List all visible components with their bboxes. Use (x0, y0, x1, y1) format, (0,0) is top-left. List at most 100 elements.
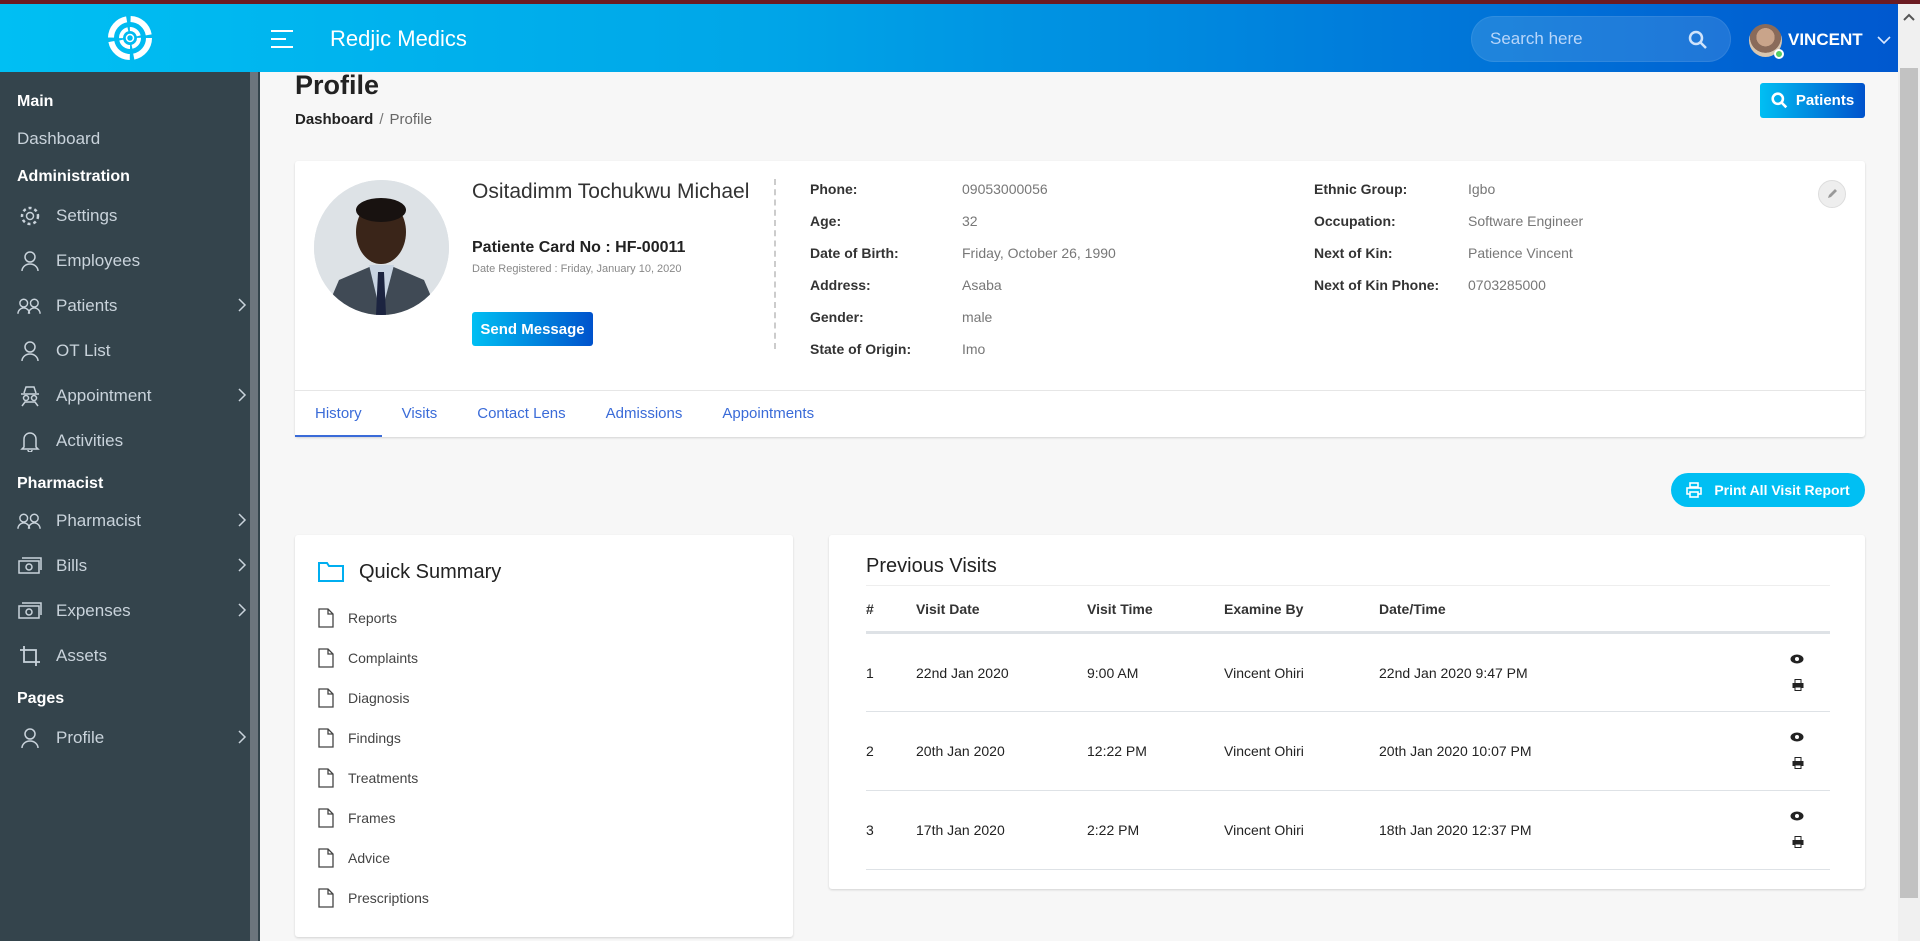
print-all-visit-report-button[interactable]: Print All Visit Report (1671, 473, 1865, 507)
sidebar-item-employees[interactable]: Employees (17, 243, 247, 279)
tab-appointments[interactable]: Appointments (722, 405, 815, 422)
row-actions (1750, 632, 1830, 712)
profile-card: Ositadimm Tochukwu Michael Patiente Card… (295, 161, 1865, 437)
search-input[interactable] (1490, 29, 1680, 49)
next-of-kin-phone-label: Next of Kin Phone: (1314, 277, 1440, 293)
quick-summary-item-advice[interactable]: Advice (318, 848, 390, 868)
tab-contact-lens[interactable]: Contact Lens (477, 405, 566, 422)
user-icon (17, 727, 42, 749)
column-header-visit-date: Visit Date (916, 585, 1087, 634)
logo-icon[interactable] (106, 14, 154, 62)
next-of-kin-label: Next of Kin: (1314, 245, 1393, 261)
sidebar-item-ot-list[interactable]: OT List (17, 333, 247, 369)
table-row: 2 20th Jan 2020 12:22 PM Vincent Ohiri 20th … (866, 711, 1830, 791)
breadcrumb: Dashboard / Profile (295, 111, 432, 128)
window-top-border (0, 0, 1920, 4)
tab-visits[interactable]: Visits (401, 405, 438, 422)
sidebar-item-bills[interactable]: Bills (17, 548, 247, 584)
patients-button[interactable]: Patients (1760, 83, 1865, 118)
scroll-up-icon[interactable] (1903, 13, 1915, 21)
age-label: Age: (810, 213, 842, 229)
sidebar-item-assets[interactable]: Assets (17, 638, 247, 674)
previous-visits-table: # Visit Date Visit Time Examine By Date/… (866, 585, 1830, 870)
cell-visit-date: 17th Jan 2020 (916, 790, 1087, 870)
column-header-actions (1750, 585, 1830, 634)
file-icon (318, 648, 334, 668)
send-message-button[interactable]: Send Message (472, 312, 593, 346)
patient-name: Ositadimm Tochukwu Michael (472, 180, 750, 203)
scrollbar-thumb[interactable] (1900, 68, 1918, 898)
sidebar-item-label: Activities (56, 431, 124, 450)
printer-icon[interactable] (1792, 678, 1804, 691)
users-icon (17, 510, 42, 532)
quick-summary-item-diagnosis[interactable]: Diagnosis (318, 688, 409, 708)
quick-summary-item-prescriptions[interactable]: Prescriptions (318, 888, 429, 908)
printer-icon (1686, 482, 1703, 498)
user-menu[interactable]: VINCENT (1749, 22, 1891, 59)
chevron-right-icon (238, 730, 247, 744)
tab-admissions[interactable]: Admissions (605, 405, 683, 422)
chevron-right-icon (238, 603, 247, 617)
tab-history[interactable]: History (295, 391, 382, 437)
row-actions (1750, 790, 1830, 870)
quick-summary-card: Quick Summary Reports Complaints Diagnosis… (295, 535, 793, 937)
sidebar-item-label: Patients (56, 296, 118, 315)
sidebar-item-profile[interactable]: Profile (17, 720, 247, 756)
quick-summary-item-label: Treatments (348, 770, 419, 786)
sidebar-item-activities[interactable]: Activities (17, 423, 247, 459)
breadcrumb-dashboard[interactable]: Dashboard (295, 111, 374, 128)
cell-visit-number: 2 (866, 711, 916, 791)
cell-visit-date: 22nd Jan 2020 (916, 632, 1087, 712)
sidebar-item-expenses[interactable]: Expenses (17, 593, 247, 629)
user-icon (17, 250, 42, 272)
menu-toggle-icon[interactable] (271, 30, 293, 54)
next-of-kin-phone-value: 0703285000 (1468, 277, 1546, 293)
eye-icon[interactable] (1790, 811, 1804, 821)
page-scrollbar[interactable] (1898, 4, 1920, 941)
sidebar-item-dashboard[interactable]: Dashboard (17, 121, 247, 157)
quick-summary-title: Quick Summary (359, 561, 502, 583)
cell-visit-date: 20th Jan 2020 (916, 711, 1087, 791)
sidebar-scrollbar[interactable] (250, 72, 258, 941)
sidebar-item-label: Appointment (56, 386, 152, 405)
sidebar-item-patients[interactable]: Patients (17, 288, 247, 324)
cell-visit-number: 1 (866, 632, 916, 712)
search-icon[interactable] (1688, 30, 1708, 50)
dob-label: Date of Birth: (810, 245, 899, 261)
breadcrumb-current: Profile (389, 111, 433, 128)
printer-icon[interactable] (1792, 836, 1804, 848)
sidebar-item-label: Settings (56, 206, 118, 225)
chevron-right-icon (238, 513, 247, 527)
quick-summary-item-complaints[interactable]: Complaints (318, 648, 418, 668)
edit-profile-button[interactable] (1818, 180, 1846, 208)
sidebar-item-pharmacist[interactable]: Pharmacist (17, 503, 247, 539)
breadcrumb-separator: / (379, 111, 384, 128)
sidebar-item-appointment[interactable]: Appointment (17, 378, 247, 414)
sidebar-item-settings[interactable]: Settings (17, 198, 247, 234)
pencil-icon (1828, 189, 1837, 198)
quick-summary-item-label: Frames (348, 810, 396, 826)
printer-icon[interactable] (1792, 757, 1804, 769)
quick-summary-item-reports[interactable]: Reports (318, 608, 397, 628)
eye-icon[interactable] (1790, 654, 1804, 664)
cell-visit-time: 12:22 PM (1087, 711, 1224, 791)
quick-summary-item-frames[interactable]: Frames (318, 808, 395, 828)
occupation-label: Occupation: (1314, 213, 1396, 229)
previous-visits-title: Previous Visits (866, 555, 997, 577)
top-header: Redjic Medics VINCENT (0, 4, 1898, 72)
cell-visit-time: 9:00 AM (1087, 632, 1224, 712)
patients-button-label: Patients (1795, 92, 1855, 109)
age-value: 32 (962, 213, 978, 229)
chevron-down-icon (1877, 36, 1891, 45)
search-box[interactable] (1471, 16, 1731, 62)
eye-icon[interactable] (1790, 732, 1804, 742)
bell-icon (17, 430, 42, 452)
sidebar-item-label: Pharmacist (56, 511, 142, 530)
quick-summary-item-findings[interactable]: Findings (318, 728, 401, 748)
previous-visits-card: Previous Visits # Visit Date Visit Time … (829, 535, 1865, 889)
sidebar-item-label: OT List (56, 341, 111, 360)
quick-summary-item-label: Advice (348, 850, 391, 866)
sidebar-item-label: Employees (56, 251, 141, 270)
quick-summary-item-treatments[interactable]: Treatments (318, 768, 418, 788)
file-icon (318, 848, 334, 868)
